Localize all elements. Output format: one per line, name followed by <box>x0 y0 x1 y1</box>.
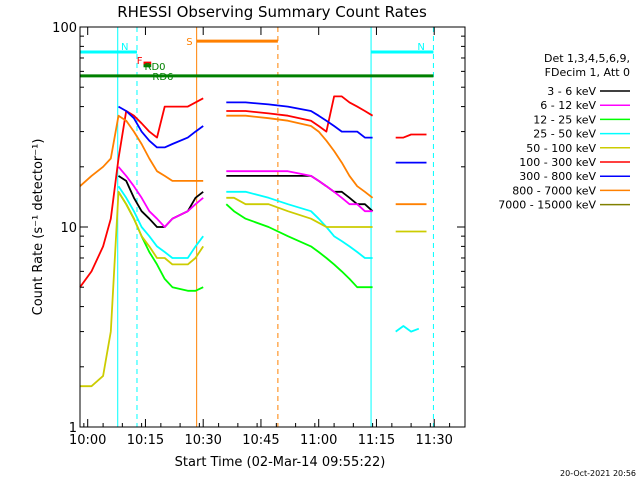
legend: Det 1,3,4,5,6,9, FDecim 1, Att 0 3 - 6 k… <box>498 52 630 212</box>
series-line <box>226 95 374 133</box>
timestamp: 20-Oct-2021 20:56 <box>560 469 636 478</box>
x-tick-label: 10:45 <box>242 433 279 448</box>
legend-label: 50 - 100 keV <box>526 142 596 155</box>
x-tick-label: 10:30 <box>184 433 221 448</box>
flag-label: N <box>121 42 128 53</box>
series-line <box>226 190 373 259</box>
legend-label: 25 - 50 keV <box>533 128 596 141</box>
series-line <box>226 170 373 213</box>
series-line <box>117 185 204 259</box>
legend-label: 100 - 300 keV <box>519 156 596 169</box>
x-tick-label: 11:15 <box>358 433 395 448</box>
y-tick-label: 10 <box>60 221 77 236</box>
y-tick-label: 1 <box>69 421 77 436</box>
flag-label: RD0 <box>145 62 166 73</box>
legend-label: 800 - 7000 keV <box>512 184 596 197</box>
y-tick-label: 100 <box>52 21 77 36</box>
legend-title-line-1: Det 1,3,4,5,6,9, <box>544 52 630 65</box>
series-line <box>226 196 373 228</box>
series-line <box>79 114 204 187</box>
legend-label: 6 - 12 keV <box>540 99 596 112</box>
series-lines <box>79 95 427 388</box>
flag-label: RD6 <box>152 72 173 83</box>
x-tick-label: 10:00 <box>69 433 106 448</box>
legend-label: 3 - 6 keV <box>547 85 596 98</box>
x-tick-label: 10:15 <box>127 433 164 448</box>
series-line <box>395 325 420 333</box>
y-axis-title: Count Rate (s⁻¹ detector⁻¹) <box>31 139 46 316</box>
x-tick-label: 11:00 <box>300 433 337 448</box>
axis-ticks: 10:00 10:15 10:30 10:45 11:00 11:15 11:30 1 10 10… <box>52 21 465 448</box>
series-line <box>80 190 204 388</box>
flag-label: S <box>186 37 192 48</box>
series-line <box>226 101 373 139</box>
series-line <box>118 105 204 149</box>
legend-label: 7000 - 15000 keV <box>498 199 596 212</box>
series-line <box>226 114 374 199</box>
series-line <box>395 133 427 139</box>
x-axis-title: Start Time (02-Mar-14 09:55:22) <box>175 455 386 470</box>
series-line <box>79 97 204 288</box>
legend-label: 12 - 25 keV <box>533 113 596 126</box>
series-line <box>225 203 373 289</box>
x-tick-label: 11:30 <box>415 433 452 448</box>
series-line <box>117 166 204 228</box>
legend-title-line-2: FDecim 1, Att 0 <box>545 66 630 79</box>
flag-label: N <box>417 42 424 53</box>
legend-label: 300 - 800 keV <box>519 170 596 183</box>
series-line <box>118 175 204 228</box>
flag-label: F <box>137 56 143 67</box>
chart-title: RHESSI Observing Summary Count Rates <box>117 3 427 21</box>
